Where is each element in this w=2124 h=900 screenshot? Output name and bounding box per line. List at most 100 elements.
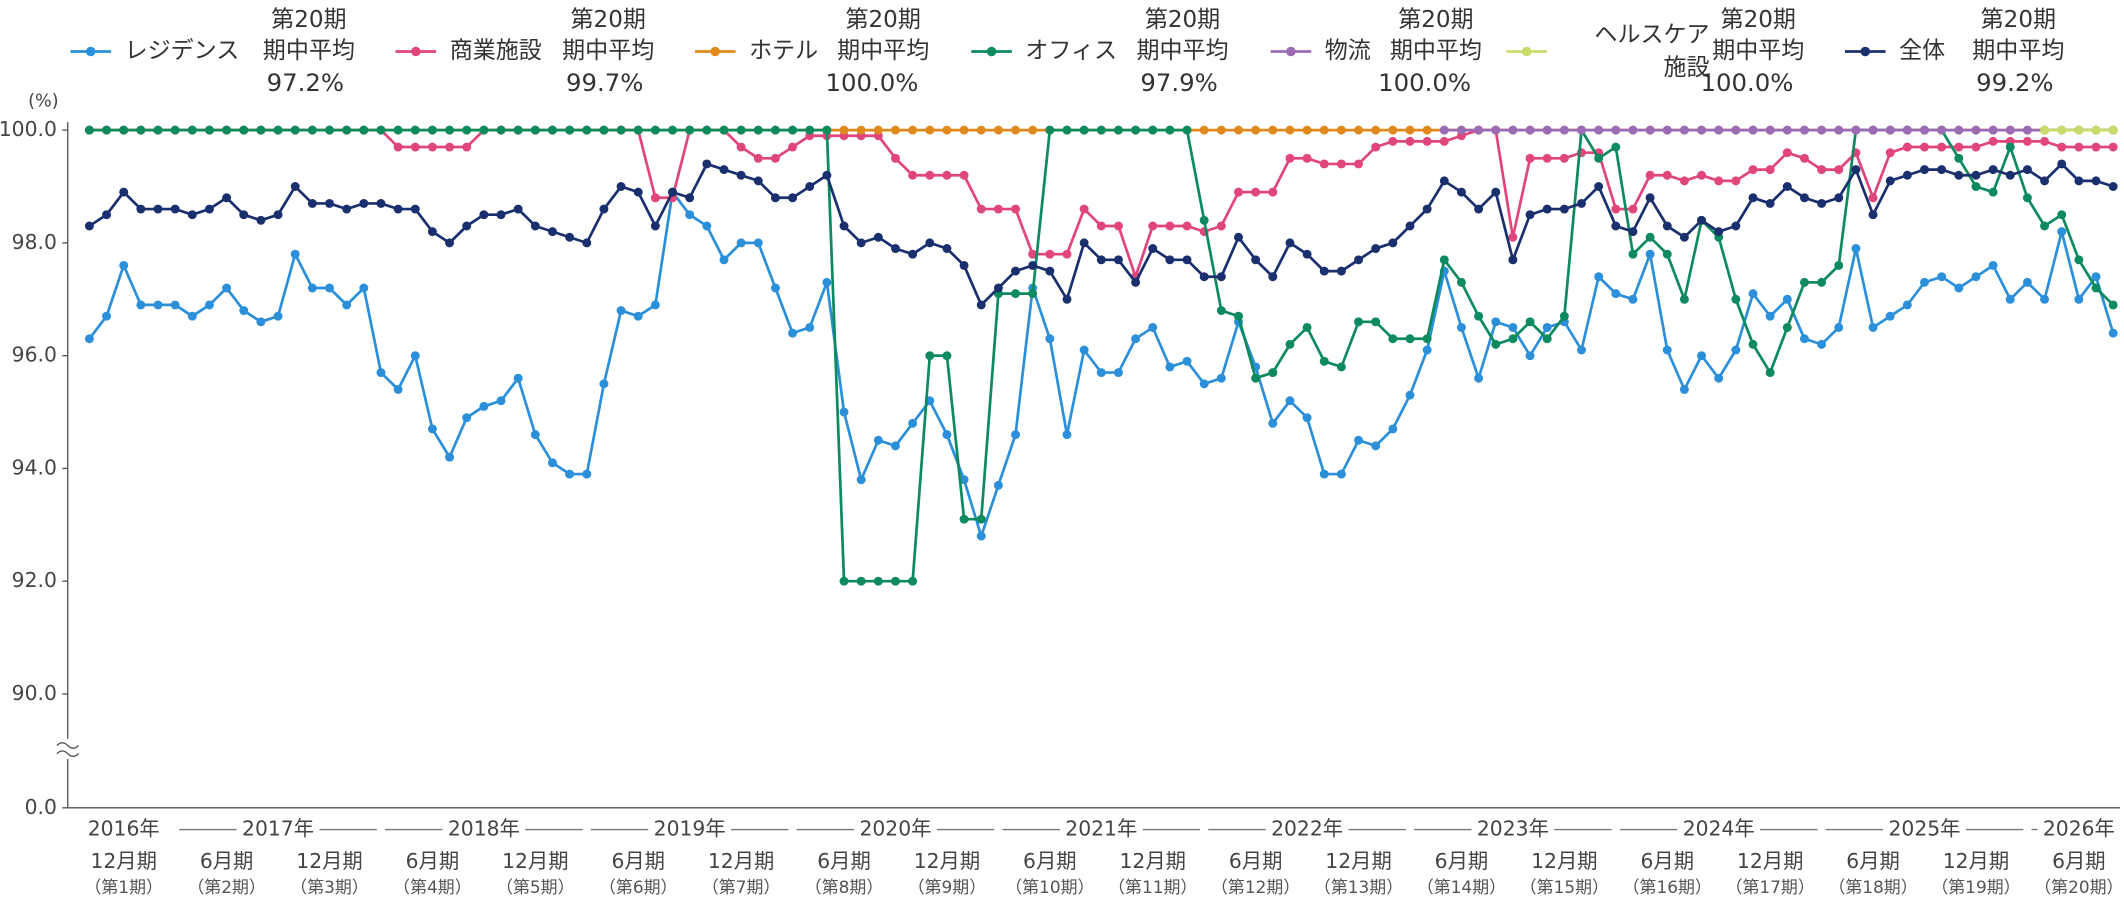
data-point: [2005, 294, 2015, 304]
data-point: [307, 198, 317, 208]
data-point: [702, 125, 712, 135]
x-period-label: （第6期）: [599, 877, 677, 897]
series-line: [89, 125, 2115, 583]
data-point: [959, 125, 969, 135]
data-point: [1559, 153, 1569, 163]
data-point: [891, 125, 900, 135]
data-point: [1456, 187, 1466, 197]
year-label: 2022年: [1271, 817, 1343, 841]
data-point: [839, 125, 849, 135]
data-point: [1714, 176, 1724, 186]
data-point: [1714, 373, 1724, 383]
data-point: [359, 125, 369, 135]
data-point: [873, 576, 883, 586]
data-point: [1611, 289, 1621, 299]
data-point: [1011, 266, 1021, 276]
legend-average: 99.7%: [566, 68, 643, 97]
data-point: [1354, 317, 1364, 327]
data-point: [1628, 227, 1638, 237]
data-point: [1765, 165, 1775, 175]
data-point: [2022, 165, 2032, 175]
data-point: [1079, 238, 1089, 248]
data-point: [1388, 136, 1398, 146]
legend-average: 97.2%: [267, 68, 344, 97]
data-point: [1251, 125, 1261, 135]
data-point: [445, 238, 455, 248]
data-point: [204, 204, 214, 214]
data-point: [891, 441, 900, 451]
data-point: [1885, 148, 1895, 158]
data-point: [1594, 153, 1604, 163]
x-period-label: （第20期）: [2034, 877, 2123, 897]
data-point: [1268, 272, 1278, 282]
data-point: [2005, 125, 2015, 135]
data-point: [187, 125, 197, 135]
data-point: [1971, 272, 1981, 282]
data-point: [856, 475, 866, 485]
data-point: [599, 379, 609, 389]
data-point: [2074, 176, 2084, 186]
data-point: [582, 125, 592, 135]
data-point: [170, 204, 180, 214]
data-point: [222, 125, 232, 135]
x-tick-label: 6月期: [1229, 849, 1283, 873]
data-point: [1902, 170, 1912, 180]
data-point: [1971, 182, 1981, 191]
data-point: [1336, 469, 1346, 479]
data-point: [1954, 142, 1964, 152]
data-point: [582, 238, 592, 248]
data-point: [496, 125, 506, 135]
data-point: [1182, 255, 1192, 265]
data-point: [1868, 125, 1878, 135]
data-point: [1371, 441, 1381, 451]
data-point: [753, 125, 763, 135]
data-point: [2091, 125, 2101, 135]
data-point: [839, 407, 849, 417]
legend-label: レジデンス: [125, 38, 240, 64]
data-point: [1679, 125, 1689, 135]
x-period-label: （第11期）: [1108, 877, 1197, 897]
data-point: [1456, 277, 1466, 287]
data-point: [222, 193, 232, 203]
x-period-label: （第8期）: [805, 877, 883, 897]
x-tick-label: 6月期: [406, 849, 460, 873]
legend-subheading: 期中平均: [1712, 38, 1804, 64]
data-point: [1113, 221, 1123, 231]
data-point: [1079, 345, 1089, 355]
data-point: [1834, 322, 1844, 332]
data-point: [1474, 125, 1484, 135]
data-point: [1336, 362, 1346, 372]
legend-heading: 第20期: [1145, 7, 1220, 33]
x-tick-label: 12月期: [90, 849, 156, 873]
data-point: [1645, 232, 1655, 242]
data-point: [1422, 345, 1432, 355]
data-point: [1885, 311, 1895, 321]
data-point: [119, 125, 129, 135]
data-point: [1319, 159, 1329, 169]
data-point: [1268, 368, 1278, 378]
data-point: [1542, 153, 1552, 163]
data-point: [462, 142, 472, 152]
data-point: [668, 125, 677, 135]
data-point: [1491, 317, 1501, 327]
data-point: [1988, 136, 1998, 146]
data-point: [1679, 176, 1689, 186]
data-point: [925, 125, 935, 135]
data-point: [1148, 221, 1158, 231]
data-point: [1422, 204, 1432, 214]
data-point: [1731, 125, 1741, 135]
data-point: [1062, 430, 1072, 440]
data-point: [1662, 221, 1672, 231]
data-point: [2108, 300, 2118, 310]
data-point: [359, 198, 369, 208]
x-period-label: （第14期）: [1417, 877, 1506, 897]
data-point: [1199, 215, 1209, 225]
data-point: [2091, 142, 2101, 152]
data-point: [719, 125, 729, 135]
data-point: [1285, 339, 1295, 349]
data-point: [942, 430, 952, 440]
data-point: [1628, 204, 1638, 214]
data-point: [1971, 142, 1981, 152]
data-point: [1062, 125, 1072, 135]
data-point: [427, 125, 437, 135]
